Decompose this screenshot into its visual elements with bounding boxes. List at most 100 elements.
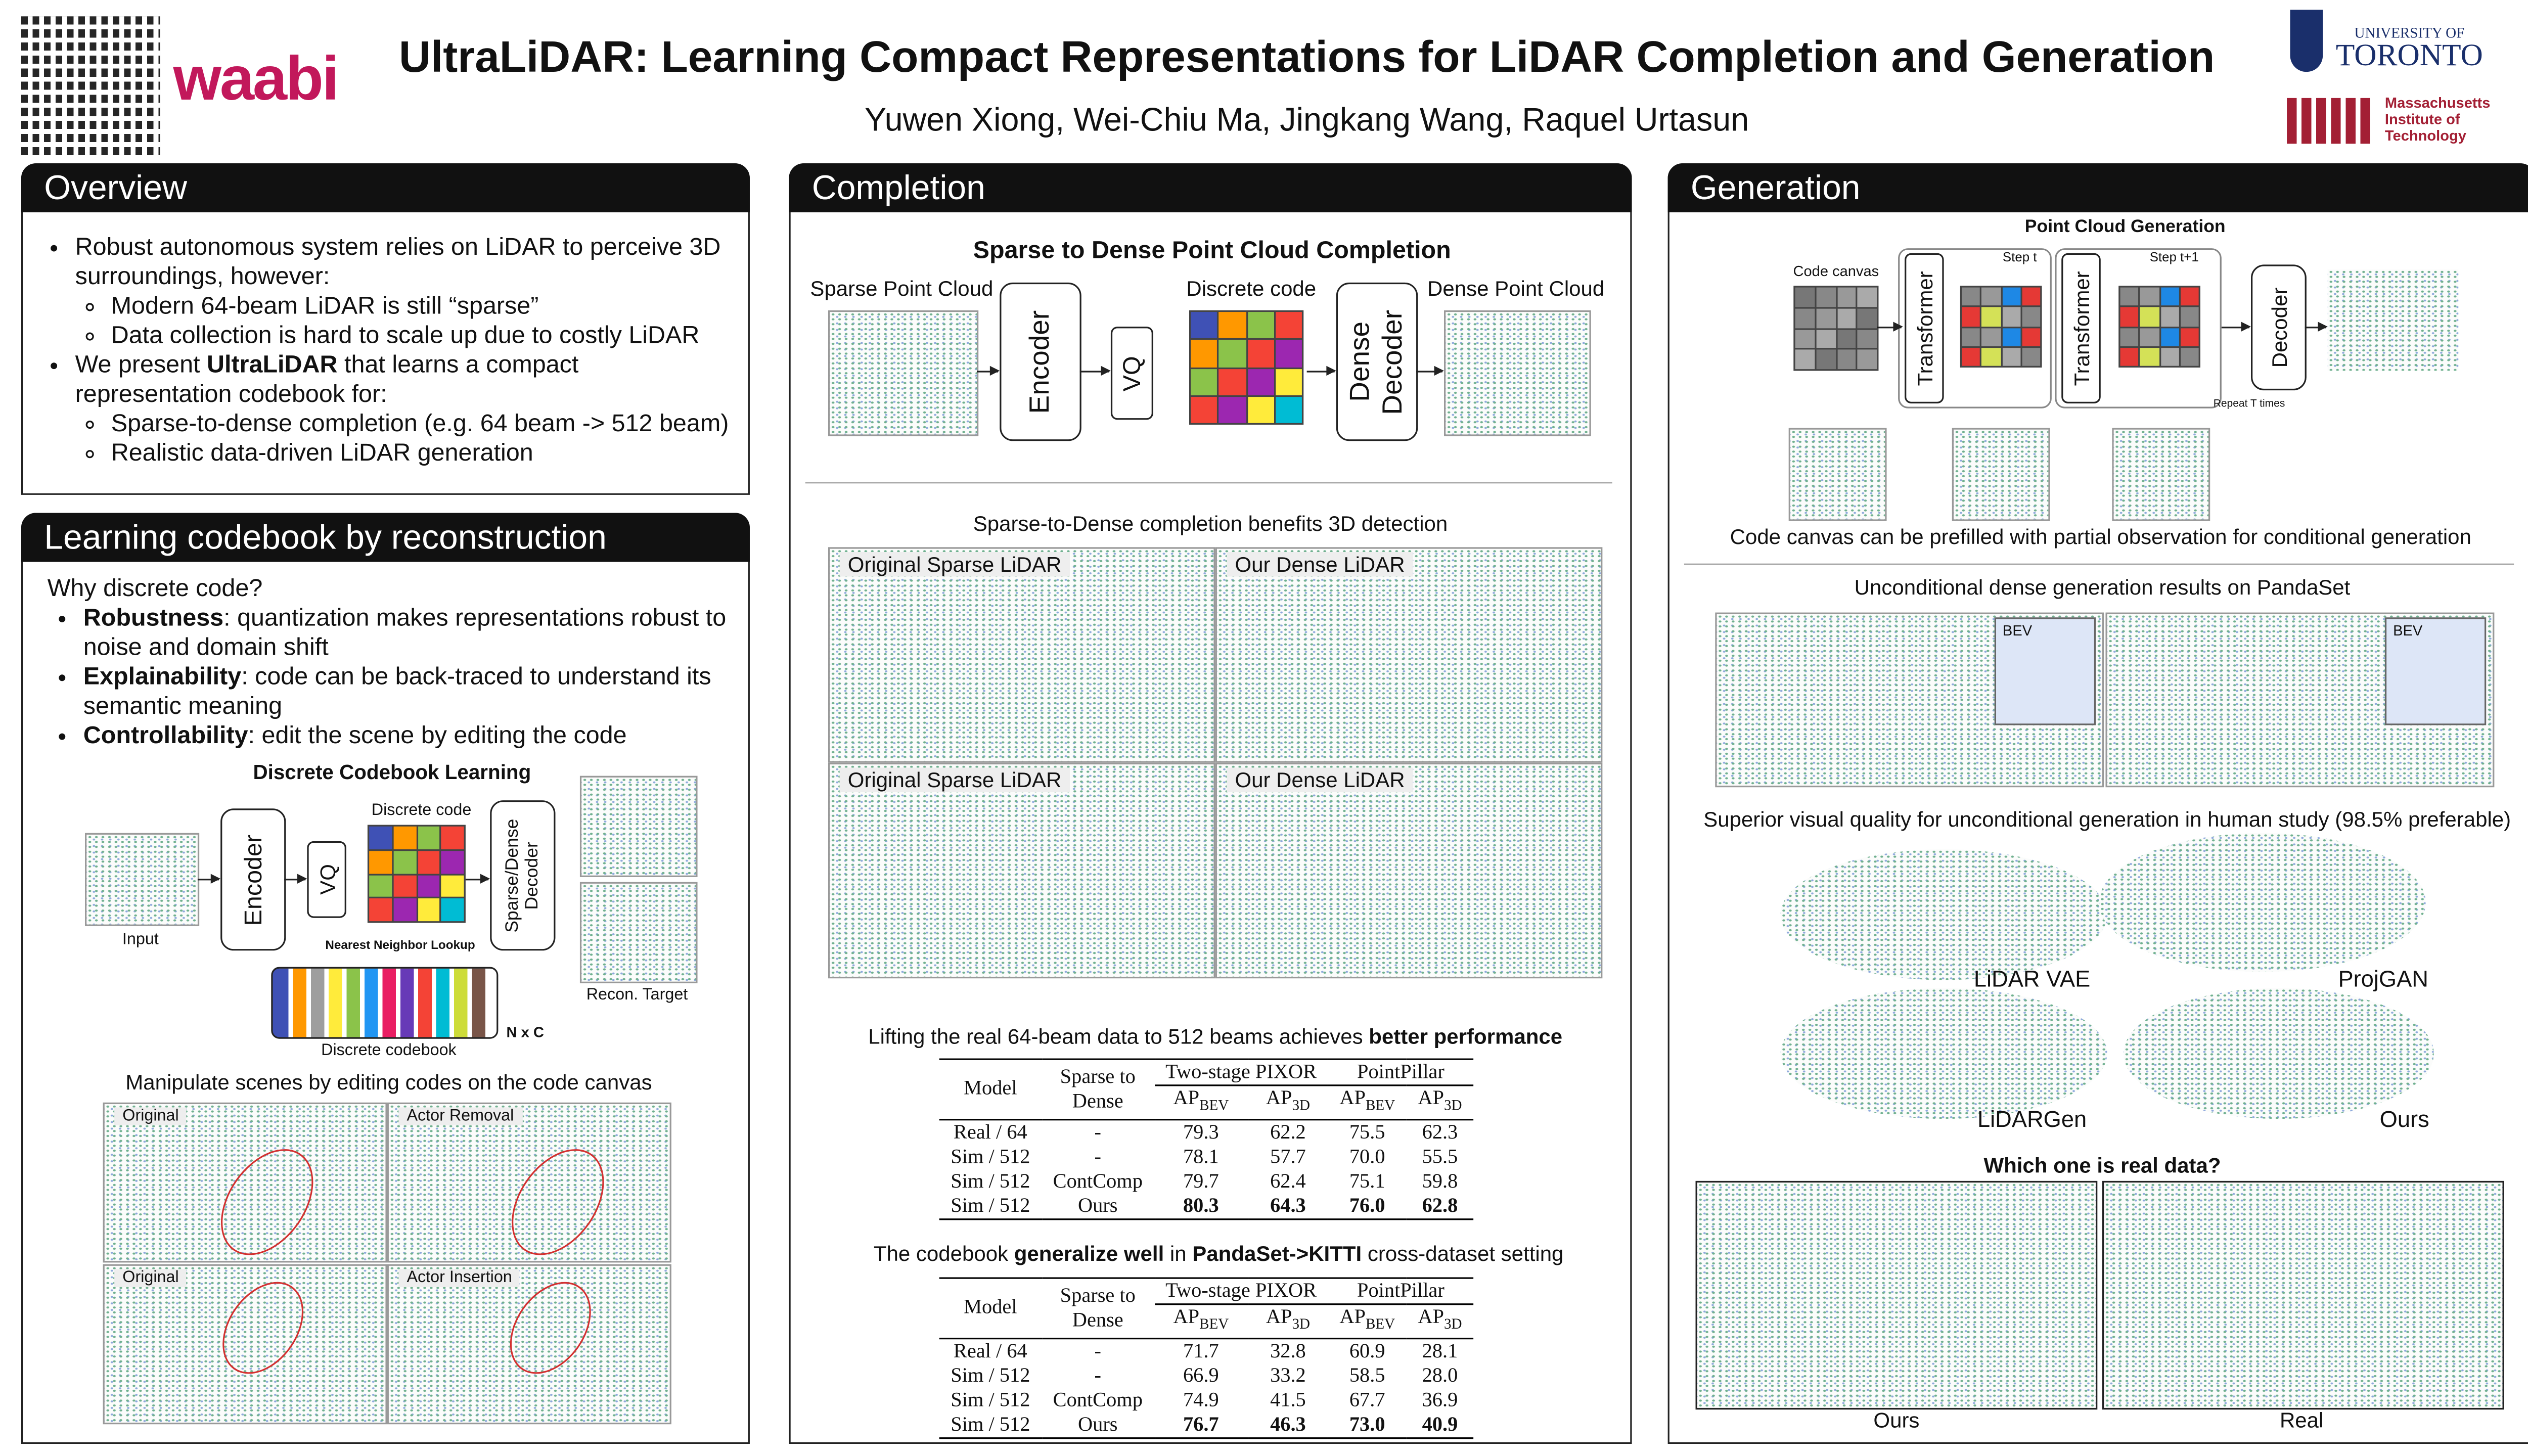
- data-row: Real / 64 - 79.3 62.2 75.5 62.3: [939, 1119, 1473, 1144]
- cube-cell: [1836, 350, 1856, 370]
- canvas-label: Code canvas: [1793, 263, 1879, 280]
- bullet-term: Robustness: [83, 604, 224, 632]
- code-label: Discrete code: [371, 802, 472, 820]
- cube-cell: [2002, 287, 2020, 306]
- partial-cloud: [1952, 428, 2050, 521]
- data-row: Sim / 512 ContComp 74.9 41.5 67.7 36.9: [939, 1388, 1473, 1412]
- panel-label: Our Dense LiDAR: [1227, 552, 1413, 577]
- vq-block: VQ: [307, 841, 346, 918]
- panel-label: Original: [114, 1269, 187, 1287]
- sub-bullet: Realistic data-driven LiDAR generation: [111, 439, 734, 469]
- cube-cell: [1191, 340, 1217, 367]
- cube-cell: [1858, 350, 1877, 370]
- table-cell: 75.5: [1349, 1119, 1385, 1143]
- mit-line: Massachusetts: [2384, 95, 2491, 111]
- results-table: Model Sparse to Dense Two-stage PIXOR Point…: [939, 1058, 1474, 1219]
- header-row: Model Sparse to Dense Two-stage PIXOR Point…: [939, 1278, 1474, 1331]
- table-cell: 70.0: [1349, 1144, 1385, 1167]
- cube-cell: [2180, 327, 2199, 346]
- logo: waabi: [173, 46, 339, 115]
- mit-name: Massachusetts Institute of Technology: [2385, 95, 2490, 144]
- text-run: The codebook: [873, 1241, 1014, 1266]
- lookup-label: Nearest Neighbor Lookup: [325, 937, 475, 952]
- edit-panel: Original: [103, 1102, 387, 1263]
- cube-cell: [1836, 287, 1856, 307]
- cube-cell: [2140, 287, 2159, 306]
- table-cell: 78.1: [1183, 1144, 1219, 1167]
- text-run: better performance: [1369, 1024, 1563, 1049]
- separator: [805, 482, 1612, 484]
- table-cell: 32.8: [1270, 1338, 1306, 1361]
- group-cell: PointPillar: [1328, 1278, 1474, 1305]
- cube-cell: [1247, 368, 1274, 395]
- repeat-label: Repeat T times: [2213, 398, 2285, 410]
- step-group: [2055, 248, 2222, 408]
- encoder-block: Encoder: [220, 808, 286, 951]
- metric-base: AP: [1173, 1305, 1200, 1328]
- table-cell: -: [1094, 1363, 1101, 1386]
- input-label: Sparse Point Cloud: [810, 276, 994, 301]
- metric-base: AP: [1418, 1305, 1444, 1328]
- partial-cloud: [2112, 428, 2210, 521]
- real-label: Ours: [1873, 1407, 1920, 1433]
- cube-cell: [441, 875, 464, 897]
- arrow: [197, 874, 221, 884]
- cube-cell: [1247, 340, 1274, 367]
- cube-cell: [1275, 368, 1302, 395]
- cube-cell: [2120, 327, 2139, 346]
- sub-bullet: Data collection is hard to scale up due …: [111, 322, 734, 351]
- table-cell: -: [1094, 1144, 1101, 1167]
- cube-cell: [1218, 368, 1246, 395]
- edit-panel: Actor Insertion: [387, 1264, 671, 1425]
- section-heading: Completion: [789, 163, 1632, 212]
- cube-cell: [369, 850, 392, 873]
- title: UltraLiDAR: Learning Compact Representat…: [398, 32, 2215, 82]
- metric-cell: AP3D: [1248, 1304, 1328, 1338]
- text-run: Robust autonomous system relies on LiDAR…: [75, 233, 721, 291]
- mit-line: Technology: [2384, 127, 2466, 144]
- cube-cell: [1981, 287, 2001, 306]
- cube-cell: [1191, 312, 1217, 339]
- mit-logo: [2287, 98, 2372, 144]
- sparse-cloud: [828, 310, 979, 436]
- panel-label: Original Sparse LiDAR: [839, 552, 1070, 577]
- panel-label: Our Dense LiDAR: [1227, 767, 1413, 792]
- metric-sub: BEV: [1365, 1315, 1395, 1332]
- bullet: We present UltraLiDAR that learns a comp…: [75, 351, 734, 469]
- metric-base: AP: [1418, 1086, 1444, 1109]
- block-label: Decoder: [2266, 287, 2291, 368]
- header-cell: Model: [964, 1295, 1017, 1319]
- table-cell: Sim / 512: [951, 1193, 1030, 1216]
- editing-caption: Manipulate scenes by editing codes on th…: [125, 1070, 652, 1095]
- bullet: Explainability: code can be back-traced …: [83, 663, 734, 722]
- metric-cell: APBEV: [1328, 1085, 1407, 1119]
- table-cell: 62.2: [1270, 1119, 1306, 1143]
- recon-cloud: [579, 776, 698, 877]
- cube-cell: [2160, 327, 2179, 346]
- block-label: Sparse/Dense Decoder: [503, 818, 543, 933]
- study-cloud: [2123, 988, 2434, 1119]
- metric-base: AP: [1266, 1305, 1292, 1328]
- cube-cell: [2160, 347, 2179, 366]
- metric-cell: APBEV: [1154, 1304, 1248, 1338]
- cube-cell: [2140, 327, 2159, 346]
- table-holder: Model Sparse to Dense Two-stage PIXOR Point…: [939, 1277, 1474, 1438]
- detection-panel: Our Dense LiDAR: [1215, 762, 1603, 979]
- cube-cell: [2002, 327, 2020, 346]
- table-cell: Ours: [1078, 1193, 1118, 1216]
- arrow: [976, 366, 1000, 376]
- real-label: Real: [2279, 1407, 2324, 1433]
- cube-cell: [1858, 329, 1877, 348]
- cube-cell: [2021, 347, 2041, 366]
- bullet-list: Robust autonomous system relies on LiDAR…: [39, 234, 734, 469]
- group-cell: PointPillar: [1328, 1059, 1474, 1086]
- sub-list: Modern 64-beam LiDAR is still “sparse”Da…: [75, 292, 734, 351]
- cube-cell: [2021, 307, 2041, 326]
- unconditional-panel: BEV: [2105, 612, 2495, 788]
- cube-cell: [1275, 340, 1302, 367]
- bullet-term: Controllability: [83, 721, 248, 750]
- table-cell: 28.1: [1422, 1338, 1458, 1361]
- cube-cell: [1962, 347, 1980, 366]
- section-heading: Learning codebook by reconstruction: [21, 513, 750, 562]
